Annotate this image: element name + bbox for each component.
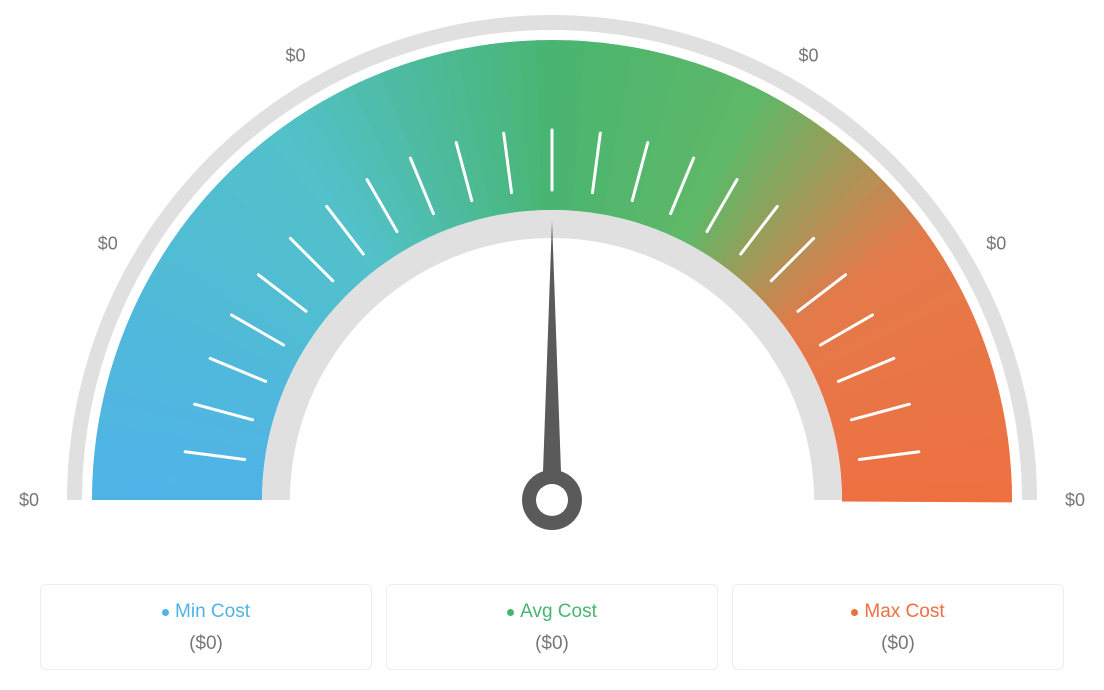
tick-label: $0 bbox=[986, 234, 1006, 254]
legend-label-avg: Avg Cost bbox=[520, 601, 597, 623]
legend-card-min: Min Cost ($0) bbox=[40, 584, 372, 670]
tick-label: $0 bbox=[98, 234, 118, 254]
gauge-area: $0$0$0$0$0$0$0 bbox=[0, 0, 1104, 560]
legend-value-max: ($0) bbox=[743, 633, 1053, 655]
legend-label-max: Max Cost bbox=[864, 601, 944, 623]
legend-title-avg: Avg Cost bbox=[507, 601, 597, 623]
legend-dot-min bbox=[162, 609, 169, 616]
tick-label: $0 bbox=[285, 46, 305, 66]
legend-value-avg: ($0) bbox=[397, 633, 707, 655]
legend-row: Min Cost ($0) Avg Cost ($0) Max Cost ($0… bbox=[40, 584, 1064, 670]
legend-title-max: Max Cost bbox=[851, 601, 944, 623]
needle bbox=[522, 220, 582, 530]
gauge-svg: $0$0$0$0$0$0$0 bbox=[0, 0, 1104, 560]
tick-label: $0 bbox=[1065, 490, 1085, 510]
legend-card-avg: Avg Cost ($0) bbox=[386, 584, 718, 670]
legend-dot-avg bbox=[507, 609, 514, 616]
legend-card-max: Max Cost ($0) bbox=[732, 584, 1064, 670]
legend-label-min: Min Cost bbox=[175, 601, 250, 623]
legend-dot-max bbox=[851, 609, 858, 616]
tick-label: $0 bbox=[798, 46, 818, 66]
legend-value-min: ($0) bbox=[51, 633, 361, 655]
tick-label: $0 bbox=[19, 490, 39, 510]
cost-gauge-chart: $0$0$0$0$0$0$0 Min Cost ($0) Avg Cost ($… bbox=[0, 0, 1104, 690]
legend-title-min: Min Cost bbox=[162, 601, 250, 623]
